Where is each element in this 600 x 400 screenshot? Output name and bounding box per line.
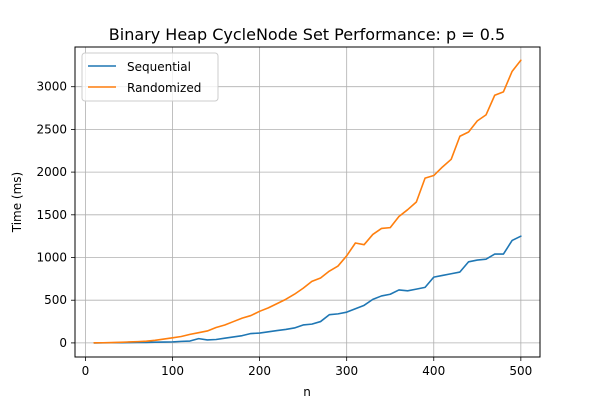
y-tick-label: 3000 (36, 80, 67, 94)
legend-label-sequential: Sequential (127, 60, 191, 74)
y-tick-label: 1000 (36, 251, 67, 265)
y-tick-label: 1500 (36, 208, 67, 222)
y-tick-label: 2000 (36, 165, 67, 179)
legend-box (81, 52, 219, 102)
x-tick-label: 200 (248, 364, 271, 378)
series-line-sequential (93, 235, 522, 344)
x-tick-label: 500 (509, 364, 532, 378)
x-tick-label: 400 (422, 364, 445, 378)
x-axis-title: n (303, 385, 311, 399)
legend: Sequential Randomized (81, 52, 219, 102)
x-tick-label: 300 (335, 364, 358, 378)
chart-title: Binary Heap CycleNode Set Performance: p… (109, 25, 505, 44)
y-tick-label: 2500 (36, 122, 67, 136)
y-tick-label: 0 (59, 336, 67, 350)
x-tick-label: 0 (82, 364, 90, 378)
grid-lines (75, 47, 540, 357)
y-tick-label: 500 (44, 293, 67, 307)
legend-label-randomized: Randomized (127, 81, 201, 95)
y-axis-ticks: 0 500 1000 1500 2000 2500 3000 (36, 80, 75, 350)
plot-frame (74, 46, 541, 358)
x-axis-ticks: 0 100 200 300 400 500 (82, 357, 532, 378)
series-line-randomized (93, 59, 522, 344)
data-series (93, 59, 522, 344)
y-axis-title: Time (ms) (10, 172, 24, 234)
x-tick-label: 100 (161, 364, 184, 378)
